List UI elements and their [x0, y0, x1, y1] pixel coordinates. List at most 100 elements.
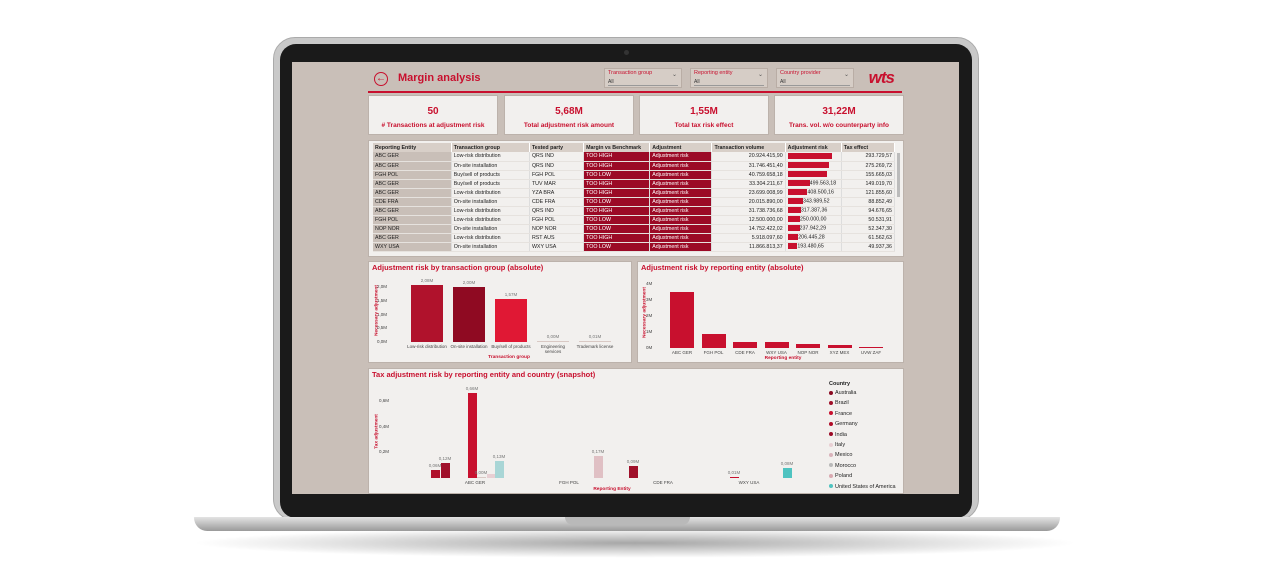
bar-0 [670, 292, 694, 348]
col-header[interactable]: Transaction group [451, 143, 530, 152]
table-scrollbar[interactable] [897, 153, 900, 197]
risk-value: 343.989,52 [803, 198, 830, 205]
legend-item[interactable]: United States of America [829, 484, 896, 490]
cell-entity: ABC GER [373, 188, 452, 198]
data-label: 2,00M [462, 280, 476, 286]
col-header[interactable]: Tested party [529, 143, 585, 152]
table-row[interactable]: NOP NOR On-site installation NOP NOR TOO LO… [373, 224, 896, 234]
legend-swatch [829, 452, 833, 457]
col-header[interactable]: Margin vs Benchmark [583, 143, 651, 152]
cell-margin: TOO HIGH [583, 152, 651, 162]
table-row[interactable]: ABC GER Low-risk distribution YZA BRA TOO H… [373, 188, 896, 198]
bar-6 [859, 347, 883, 348]
legend-item[interactable]: Mexico [829, 452, 852, 458]
cell-volume: 20.924.415,90 [711, 152, 786, 162]
slicer-transaction-group[interactable]: Transaction group All ⌄ [604, 68, 682, 88]
laptop-shadow [190, 528, 1080, 558]
y-tick-label: 2,0M [377, 284, 388, 290]
bar-2 [495, 299, 527, 342]
bar-9 [783, 467, 792, 478]
legend-item[interactable]: Italy [829, 442, 845, 448]
legend-item[interactable]: Germany [829, 421, 858, 427]
cell-entity: ABC GER [373, 179, 452, 189]
table-row[interactable]: ABC GER Buy/sell of products TUV MAR TOO HI… [373, 179, 896, 189]
col-header[interactable]: Adjustment [649, 143, 713, 152]
camera-icon [624, 50, 629, 55]
bar-8 [730, 476, 739, 478]
bar-1 [701, 333, 726, 348]
bar-1 [453, 287, 485, 342]
cell-group: Low-risk distribution [451, 233, 530, 243]
slicer-country-provider[interactable]: Country provider All ⌄ [776, 68, 854, 88]
cell-group: On-site installation [451, 197, 530, 207]
risk-value: 193.480,65 [797, 243, 824, 250]
chart-title: Tax adjustment risk by reporting entity … [372, 370, 596, 379]
data-label: 0,17M [591, 449, 605, 455]
bar-2 [733, 342, 757, 348]
risk-bar [787, 180, 810, 187]
chart-tax-adjustment: Tax adjustment risk by reporting entity … [368, 368, 904, 494]
y-tick-label: 0,6M [379, 397, 390, 403]
legend-item[interactable]: Brazil [829, 400, 849, 406]
legend-item[interactable]: France [829, 411, 852, 417]
table-row[interactable]: FGH POL Low-risk distribution FGH POL TOO L… [373, 215, 896, 225]
bar-6 [594, 456, 603, 478]
bar-4 [487, 474, 496, 478]
legend-label: Poland [835, 473, 853, 480]
y-tick-label: 0,2M [379, 449, 390, 455]
table-row[interactable]: ABC GER Low-risk distribution QRS IND TOO H… [373, 152, 896, 162]
cell-group: Buy/sell of products [451, 170, 530, 180]
y-tick-label: 1M [646, 329, 653, 334]
slicer-reporting-entity[interactable]: Reporting entity All ⌄ [690, 68, 768, 88]
cell-party: RST AUS [529, 233, 585, 243]
cell-tax: 293.729,57 [841, 152, 896, 162]
bar-1 [441, 462, 450, 478]
x-tick-label: WXY USA [766, 350, 787, 355]
x-tick-label: FGH POL [559, 480, 579, 485]
col-header[interactable]: Tax effect [841, 143, 896, 152]
x-tick-label: On-site installation [450, 344, 488, 349]
legend-item[interactable]: Australia [829, 390, 856, 396]
table-row[interactable]: FGH POL Buy/sell of products FGH POL TOO LO… [373, 170, 896, 180]
legend-title: Country [829, 381, 851, 387]
legend-item[interactable]: India [829, 432, 847, 438]
legend-item[interactable]: Poland [829, 473, 852, 479]
bar-4 [796, 344, 820, 348]
table-row[interactable]: ABC GER Low-risk distribution QRS IND TOO H… [373, 206, 896, 216]
y-tick-label: 1,0M [377, 311, 388, 317]
cell-tax: 121.855,60 [841, 188, 896, 198]
data-label: 2,08M [420, 278, 434, 284]
cell-risk: 499.563,18 [785, 179, 842, 189]
risk-bar [787, 162, 830, 169]
bar-3 [477, 477, 486, 478]
cell-tax: 49.937,36 [841, 242, 896, 252]
chevron-down-icon: ⌄ [671, 72, 677, 78]
legend-item[interactable]: Morocco [829, 463, 856, 469]
cell-margin: TOO HIGH [583, 188, 651, 198]
col-header[interactable]: Reporting Entity [373, 143, 452, 152]
data-label: 0,06M [428, 463, 442, 469]
cell-entity: ABC GER [373, 233, 452, 243]
table-row[interactable]: WXY USA On-site installation WXY USA TOO LO… [373, 242, 896, 252]
cell-margin: TOO HIGH [583, 179, 651, 189]
cell-entity: FGH POL [373, 170, 452, 180]
bar-3 [764, 342, 789, 348]
col-header[interactable]: Adjustment risk [785, 143, 842, 152]
cell-tax: 149.019,70 [841, 179, 896, 189]
arrow-left-icon[interactable]: ← [374, 72, 388, 86]
table-row[interactable]: ABC GER On-site installation QRS IND TOO HI… [373, 161, 896, 171]
kpi-trans-volume: 31,22M Trans. vol. w/o counterparty info [774, 95, 904, 135]
data-label: 0,09M [626, 459, 640, 465]
cell-adj: Adjustment risk [649, 224, 713, 234]
data-label: 0,13M [492, 454, 506, 460]
cell-group: On-site installation [451, 242, 530, 252]
bar-2 [468, 393, 477, 478]
cell-entity: ABC GER [373, 152, 452, 162]
cell-risk [785, 161, 842, 171]
cell-party: FGH POL [529, 170, 585, 180]
table-row[interactable]: CDE FRA On-site installation CDE FRA TOO LO… [373, 197, 896, 207]
x-tick-label: XYZ MEX [829, 350, 850, 355]
table-row[interactable]: ABC GER Low-risk distribution RST AUS TOO H… [373, 233, 896, 243]
col-header[interactable]: Transaction volume [711, 143, 786, 152]
cell-group: Low-risk distribution [451, 188, 530, 198]
